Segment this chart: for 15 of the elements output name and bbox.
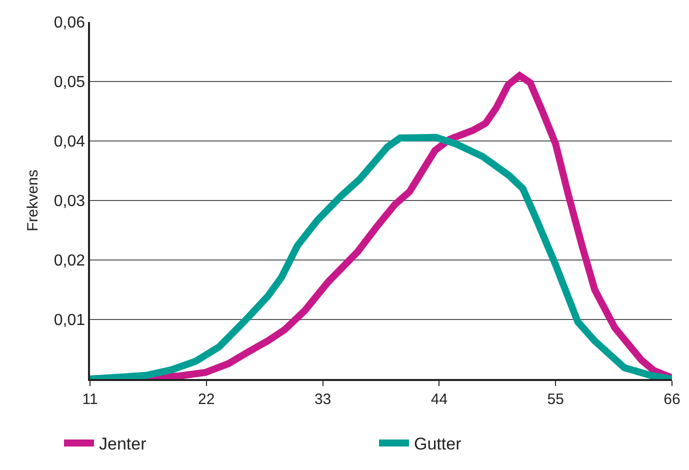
x-tick-label: 55 (547, 390, 564, 408)
x-tick-label: 44 (430, 390, 448, 408)
x-tick-label: 33 (314, 390, 332, 408)
x-tick-label: 66 (664, 390, 680, 408)
legend-label: Jenter (99, 434, 147, 454)
y-tick-label: 0,03 (54, 193, 86, 210)
y-tick-label: 0,01 (54, 312, 86, 330)
y-tick-label: 0,02 (54, 252, 86, 270)
x-tick-label: 22 (198, 390, 215, 408)
y-tick-label: 0,06 (54, 14, 86, 32)
y-tick-label: 0,04 (54, 134, 86, 151)
x-tick-label: 11 (82, 390, 98, 408)
y-axis-title: Frekvens (24, 170, 42, 232)
y-tick-label: 0,05 (54, 74, 86, 92)
legend-label: Gutter (414, 434, 462, 454)
